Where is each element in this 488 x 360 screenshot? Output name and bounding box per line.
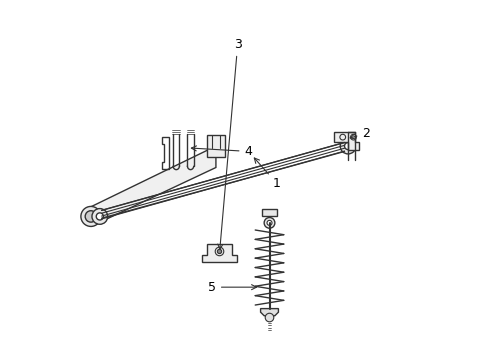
Polygon shape <box>206 135 224 157</box>
Text: 5: 5 <box>207 281 256 294</box>
Polygon shape <box>91 146 216 226</box>
Circle shape <box>92 208 107 224</box>
Polygon shape <box>333 132 358 150</box>
Circle shape <box>264 217 274 228</box>
Circle shape <box>264 313 273 322</box>
Circle shape <box>344 143 351 150</box>
Polygon shape <box>261 208 277 216</box>
Text: 4: 4 <box>191 145 252 158</box>
Circle shape <box>81 206 101 226</box>
Polygon shape <box>260 309 278 316</box>
Text: 1: 1 <box>254 158 281 190</box>
Text: 3: 3 <box>217 38 241 249</box>
Circle shape <box>96 213 103 220</box>
Text: 2: 2 <box>349 127 369 140</box>
Circle shape <box>85 211 97 222</box>
Circle shape <box>217 249 221 253</box>
Circle shape <box>340 138 355 154</box>
Polygon shape <box>201 244 237 262</box>
Circle shape <box>266 220 271 225</box>
